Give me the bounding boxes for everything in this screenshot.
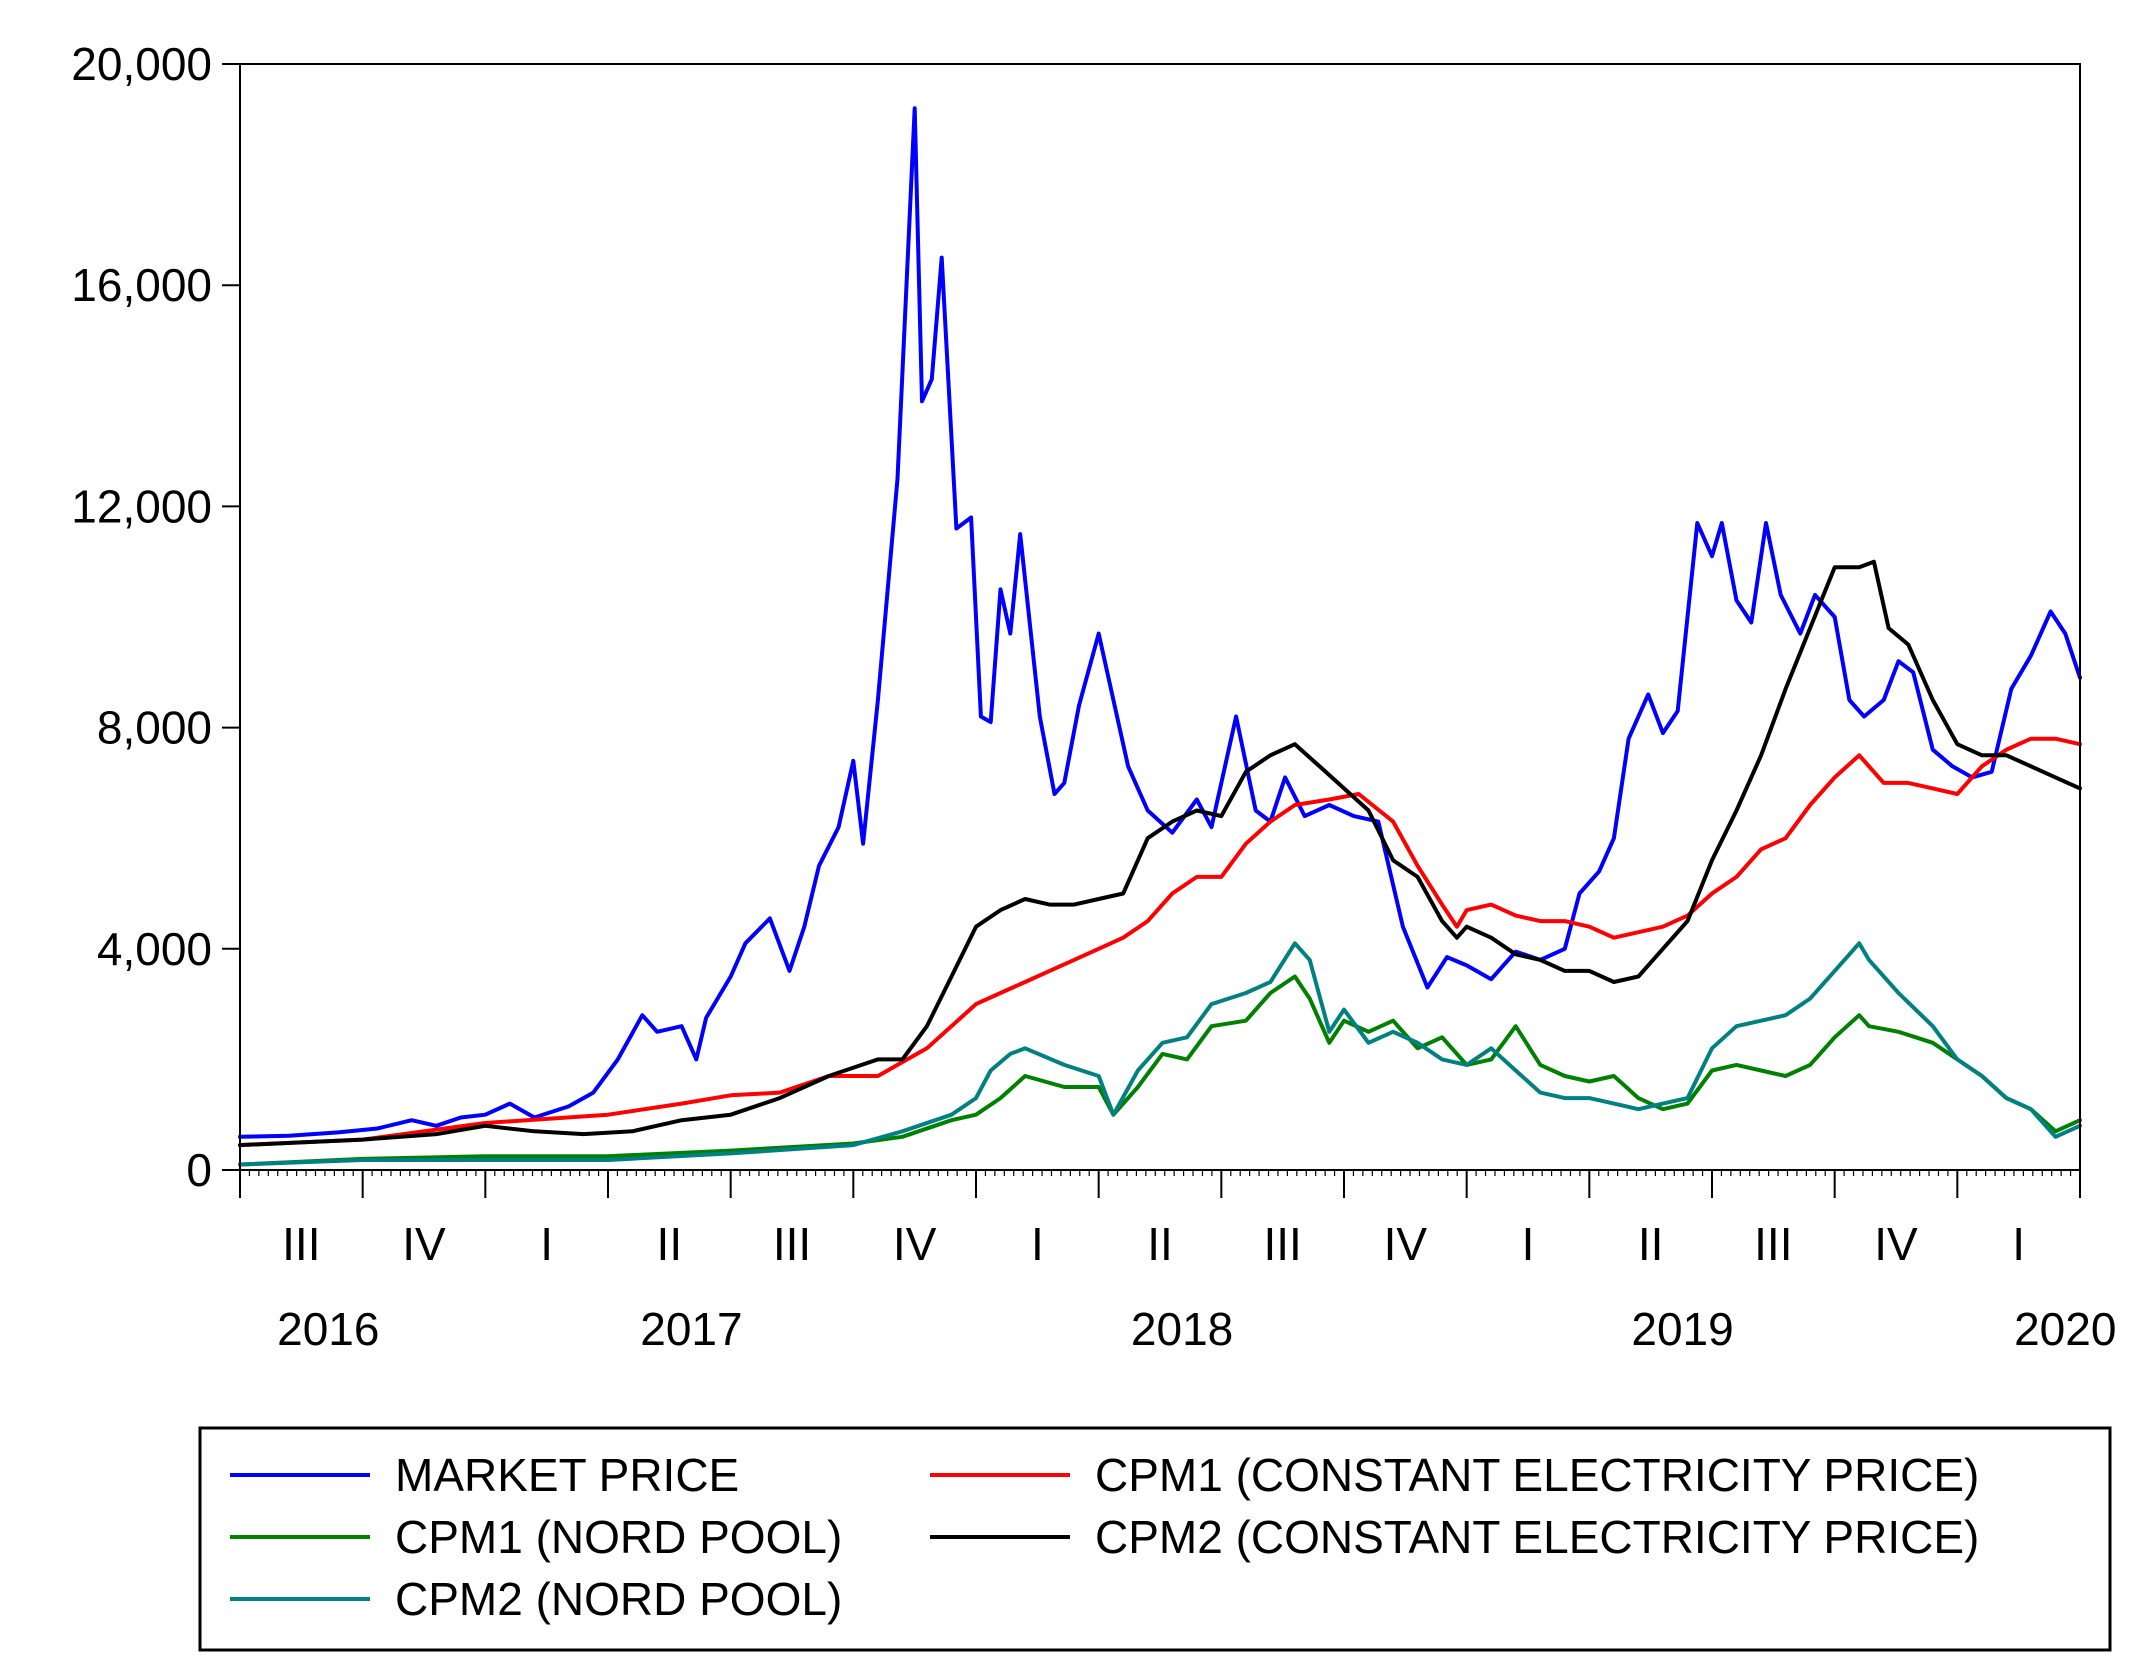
- x-year-label: 2019: [1631, 1303, 1733, 1355]
- legend-label: CPM1 (CONSTANT ELECTRICITY PRICE): [1095, 1449, 1979, 1501]
- series-layer: [238, 106, 2082, 1167]
- y-tick-label: 16,000: [71, 259, 212, 311]
- x-year-label: 2016: [277, 1303, 379, 1355]
- x-quarter-label: II: [657, 1218, 683, 1270]
- legend-label: MARKET PRICE: [395, 1449, 739, 1501]
- x-quarter-label: II: [1638, 1218, 1664, 1270]
- x-quarter-label: III: [1754, 1218, 1792, 1270]
- y-tick-label: 20,000: [71, 38, 212, 90]
- series-line-4: [238, 736, 2082, 1148]
- legend-label: CPM2 (NORD POOL): [395, 1573, 842, 1625]
- x-quarter-label: I: [2012, 1218, 2025, 1270]
- series-line-1: [238, 106, 2082, 1139]
- legend-box: [198, 1426, 2112, 1652]
- legend-label: CPM2 (CONSTANT ELECTRICITY PRICE): [1095, 1511, 1979, 1563]
- y-tick-label: 12,000: [71, 480, 212, 532]
- x-quarter-label: IV: [1384, 1218, 1428, 1270]
- x-quarter-label: IV: [402, 1218, 446, 1270]
- x-quarter-label: II: [1147, 1218, 1173, 1270]
- x-quarter-label: IV: [893, 1218, 937, 1270]
- y-tick-label: 0: [186, 1144, 212, 1196]
- series-line-3: [238, 941, 2082, 1167]
- legend-label: CPM1 (NORD POOL): [395, 1511, 842, 1563]
- y-tick-label: 8,000: [97, 702, 212, 754]
- x-quarter-label: I: [540, 1218, 553, 1270]
- x-quarter-label: III: [1263, 1218, 1301, 1270]
- x-quarter-label: I: [1522, 1218, 1535, 1270]
- x-year-label: 2017: [640, 1303, 742, 1355]
- legend: MARKET PRICE CPM1 (NORD POOL) CPM2 (NORD P…: [198, 1426, 2112, 1652]
- x-quarter-label: III: [773, 1218, 811, 1270]
- series-line-5: [238, 559, 2082, 1148]
- x-quarter-label: III: [282, 1218, 320, 1270]
- plot-frame: [239, 63, 2081, 1171]
- x-quarter-label: I: [1031, 1218, 1044, 1270]
- x-quarter-label: IV: [1874, 1218, 1918, 1270]
- series-line-2: [238, 974, 2082, 1167]
- y-tick-label: 4,000: [97, 923, 212, 975]
- x-year-label: 2018: [1131, 1303, 1233, 1355]
- x-year-label: 2020: [2014, 1303, 2116, 1355]
